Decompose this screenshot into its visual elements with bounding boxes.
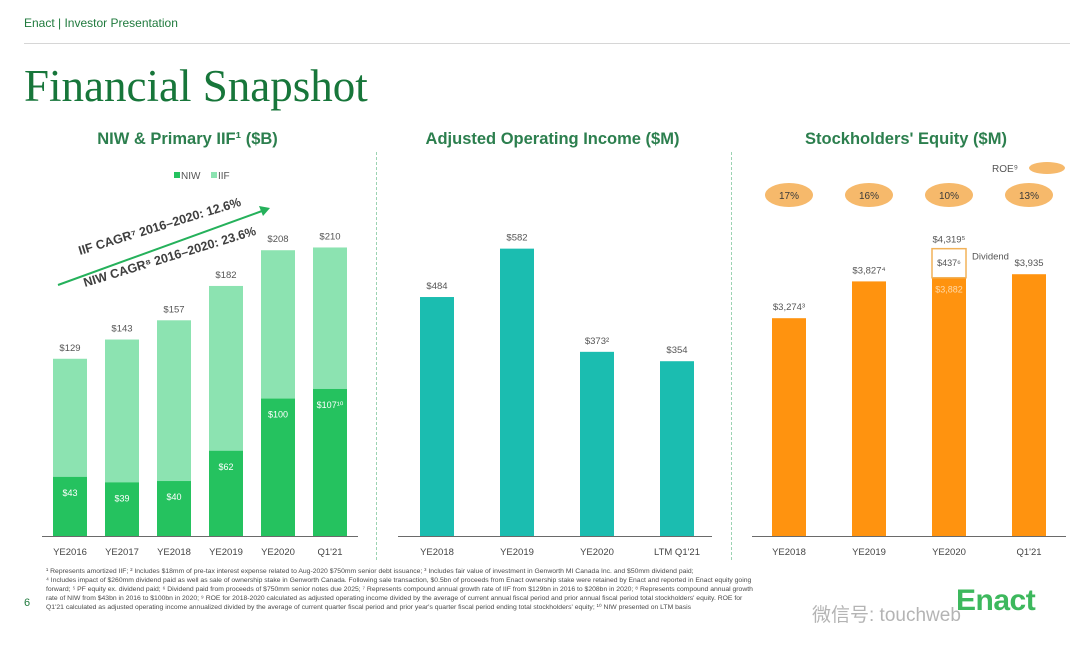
bar-equity-ye2018 (772, 318, 806, 536)
tick-label-ye2020: YE2020 (261, 547, 295, 558)
data-label-iif-ye2017: $143 (111, 324, 132, 335)
tick-label-ye2018: YE2018 (157, 547, 191, 558)
data-label-iif-ye2016: $129 (59, 343, 80, 354)
bar-niw-q1-21 (313, 388, 347, 536)
tick-label-ye2018: YE2018 (772, 547, 806, 558)
data-label-niw-ye2020: $100 (268, 410, 288, 420)
legend-label-iif: IIF (218, 171, 230, 182)
bar-adj-op-income-ye2020 (580, 351, 614, 536)
data-label-equity-total: $4,319⁵ (933, 235, 966, 246)
chart-title-adj-op-income: Adjusted Operating Income ($M) (425, 130, 680, 148)
data-label-equity-ye2018: $3,274³ (773, 302, 805, 313)
footnote-line: rate of NIW from $43bn in 2016 to $100bn… (46, 594, 743, 602)
data-label-iif-q1-21: $210 (319, 231, 340, 242)
data-label-adj-op-income-ye2018: $484 (426, 281, 447, 292)
tick-label-ye2017: YE2017 (105, 547, 139, 558)
data-label-equity-q1-21: $3,935 (1014, 258, 1043, 269)
bar-equity-ye2020 (932, 277, 966, 536)
tick-label-ye2016: YE2016 (53, 547, 87, 558)
footnote-line: ⁴ Includes impact of $260mm dividend pai… (46, 576, 752, 584)
data-label-equity-ye2020: $3,882 (935, 285, 963, 295)
legend-swatch-iif (211, 172, 217, 178)
data-label-adj-op-income-ltm-q1-21: $354 (666, 345, 687, 356)
data-label-adj-op-income-ye2019: $582 (506, 233, 527, 244)
bar-niw-ye2017 (105, 482, 139, 536)
tick-label-ye2018: YE2018 (420, 547, 454, 558)
data-label-niw-ye2019: $62 (218, 462, 233, 472)
chart-title-niw-iif: NIW & Primary IIF¹ ($B) (97, 130, 278, 148)
roe-badge-ye2018 (765, 183, 813, 207)
tick-label-q1-21: Q1'21 (1016, 547, 1041, 558)
legend-swatch-niw (174, 172, 180, 178)
tick-label-ye2019: YE2019 (500, 547, 534, 558)
roe-legend-swatch (1029, 162, 1065, 174)
header-label: Enact | Investor Presentation (24, 16, 178, 30)
watermark: 微信号: touchweb (812, 605, 961, 626)
bar-niw-ye2019 (209, 450, 243, 536)
data-label-niw-ye2017: $39 (114, 493, 129, 503)
tick-label-ye2020: YE2020 (932, 547, 966, 558)
roe-badge-ye2020 (925, 183, 973, 207)
tick-label-ye2019: YE2019 (852, 547, 886, 558)
roe-value-ye2019: 16% (859, 191, 879, 202)
page-title: Financial Snapshot (24, 61, 368, 111)
data-label-adj-op-income-ye2020: $373² (585, 336, 609, 347)
cagr-arrow-head (259, 206, 270, 216)
page-number: 6 (24, 597, 31, 609)
bar-equity-q1-21 (1012, 274, 1046, 536)
bar-equity-ye2019 (852, 281, 886, 536)
bar-niw-ye2016 (53, 476, 87, 536)
roe-badge-ye2019 (845, 183, 893, 207)
data-label-iif-ye2019: $182 (215, 270, 236, 281)
tick-label-q1-21: Q1'21 (317, 547, 342, 558)
data-label-dividend: $437⁶ (937, 258, 961, 268)
bar-adj-op-income-ltm-q1-21 (660, 361, 694, 536)
roe-badge-q1-21 (1005, 183, 1053, 207)
roe-value-q1-21: 13% (1019, 191, 1039, 202)
legend-label-niw: NIW (181, 171, 201, 182)
data-label-iif-ye2020: $208 (267, 234, 288, 245)
section-divider-1 (376, 152, 377, 560)
data-label-niw-q1-21: $107¹⁰ (317, 400, 344, 410)
tick-label-ltm-q1-21: LTM Q1'21 (654, 547, 700, 558)
roe-value-ye2020: 10% (939, 191, 959, 202)
data-label-niw-ye2018: $40 (166, 492, 181, 502)
enact-logo: Enact (956, 584, 1036, 617)
roe-legend-label: ROE⁹ (992, 164, 1018, 175)
cagr-arrow-line (57, 210, 263, 286)
footnote-line: Q1'21 calculated as adjusted operating i… (46, 603, 692, 611)
bar-adj-op-income-ye2018 (420, 297, 454, 536)
bar-adj-op-income-ye2019 (500, 248, 534, 536)
data-label-equity-ye2019: $3,827⁴ (852, 265, 885, 276)
footnote-line: forward; ⁵ PF equity ex. dividend paid; … (46, 585, 753, 593)
section-divider-2 (731, 152, 732, 560)
footnote-line: ¹ Represents amortized IIF; ² Includes $… (46, 568, 694, 575)
bar-niw-ye2020 (261, 398, 295, 536)
data-label-iif-ye2018: $157 (163, 304, 184, 315)
data-label-niw-ye2016: $43 (62, 488, 77, 498)
dividend-label: Dividend (972, 252, 1009, 263)
bar-niw-ye2018 (157, 481, 191, 536)
header-divider (24, 43, 1070, 44)
bar-dividend-ye2020 (931, 247, 967, 279)
tick-label-ye2019: YE2019 (209, 547, 243, 558)
chart-title-stockholders-equity: Stockholders' Equity ($M) (805, 130, 1007, 148)
tick-label-ye2020: YE2020 (580, 547, 614, 558)
footnotes: ¹ Represents amortized IIF; ² Includes $… (46, 568, 926, 613)
roe-value-ye2018: 17% (779, 191, 799, 202)
